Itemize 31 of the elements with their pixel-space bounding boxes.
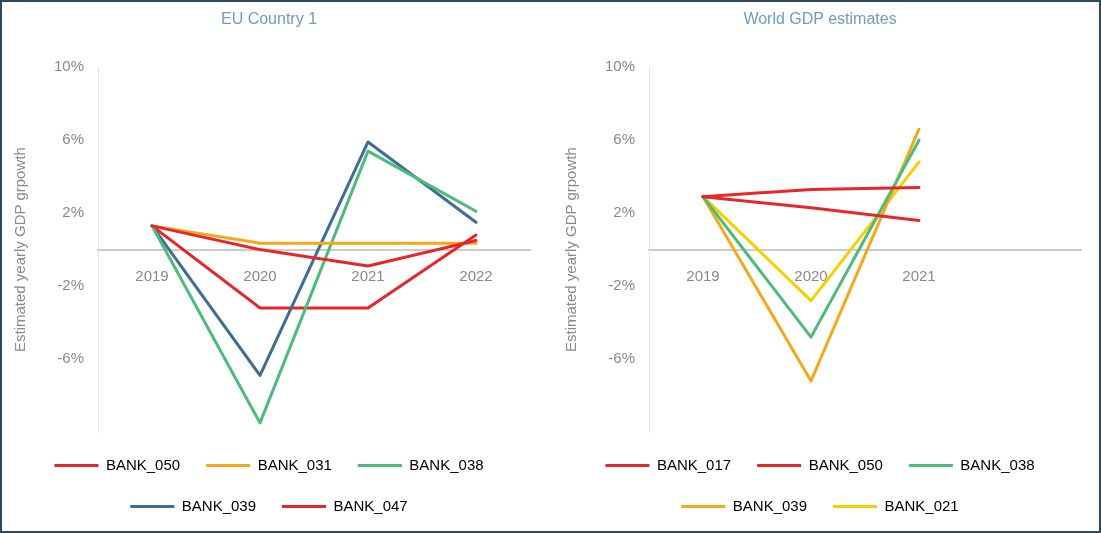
x-tick-label: 2019 (686, 266, 720, 284)
legend-label: BANK_038 (960, 455, 1035, 473)
y-tick-label: 6% (62, 130, 85, 148)
y-tick-label: -2% (57, 276, 85, 294)
x-tick-label: 2020 (243, 266, 277, 284)
y-axis-title: Estimated yearly GDP grpowth (11, 147, 29, 353)
legend-label: BANK_047 (333, 496, 408, 514)
legend-label: BANK_050 (808, 455, 883, 473)
x-tick-label: 2021 (351, 266, 385, 284)
chart-title: EU Country 1 (220, 10, 318, 28)
x-tick-label: 2021 (902, 266, 936, 284)
y-tick-label: 2% (62, 203, 85, 221)
legend-label: BANK_050 (105, 455, 181, 473)
y-tick-label: 2% (613, 203, 636, 221)
x-tick-label: 2020 (794, 266, 828, 284)
legend-label: BANK_021 (884, 496, 959, 514)
legend-label: BANK_031 (257, 455, 332, 473)
y-tick-label: -2% (608, 276, 636, 294)
legend-label: BANK_017 (656, 455, 732, 473)
y-tick-label: -6% (57, 349, 85, 367)
y-tick-label: 10% (604, 57, 636, 75)
y-tick-label: 6% (613, 130, 636, 148)
x-tick-label: 2019 (135, 266, 169, 284)
x-tick-label: 2022 (459, 266, 493, 284)
y-axis-title: Estimated yearly GDP grpowth (562, 147, 580, 353)
chart-title: World GDP estimates (743, 10, 897, 28)
legend-label: BANK_038 (409, 455, 484, 473)
legend-label: BANK_039 (181, 496, 256, 514)
y-tick-label: 10% (53, 57, 85, 75)
legend-label: BANK_039 (732, 496, 807, 514)
y-tick-label: -6% (608, 349, 636, 367)
